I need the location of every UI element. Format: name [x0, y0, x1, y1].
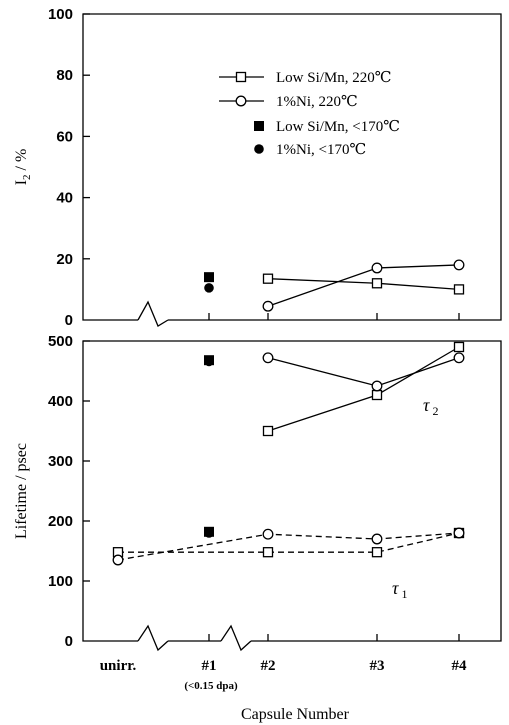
top-axis-break — [137, 300, 169, 327]
top-ytick-label: 20 — [56, 251, 73, 268]
top-y-ticks: 0 20 40 60 80 100 — [48, 6, 90, 329]
legend-label: 1%Ni, <170℃ — [276, 142, 366, 158]
top-ytick-label: 0 — [65, 312, 73, 329]
bottom-point-square-open — [262, 547, 274, 558]
top-point-square-filled — [204, 272, 214, 283]
bottom-axis-break-1 — [137, 624, 169, 652]
legend-label: 1%Ni, 220℃ — [276, 94, 358, 110]
legend-entry-low-simn-170: Low Si/Mn, <170℃ — [254, 119, 400, 135]
bottom-point-square-open — [371, 389, 383, 401]
x-axis-label: Capsule Number — [241, 706, 350, 723]
bottom-point-circle-open — [453, 527, 465, 539]
top-point-square-open — [453, 284, 465, 295]
bottom-axis-break-2 — [220, 624, 252, 652]
x-category-label: unirr. — [100, 658, 137, 674]
bottom-ytick-label: 500 — [48, 333, 73, 350]
bottom-y-axis-label: Lifetime / psec — [13, 443, 30, 539]
top-point-circle-open — [262, 300, 274, 312]
bottom-series-line — [118, 532, 460, 553]
top-y-axis-label-unit: / % — [13, 149, 30, 175]
top-ytick-label: 100 — [48, 6, 73, 23]
x-category-label: #1 — [202, 658, 217, 674]
annotation-tau1-sub: 1 — [401, 587, 407, 601]
x-ticks: unirr. #1 #2 #3 #4 — [100, 313, 467, 674]
x-category-note: (<0.15 dpa) — [184, 680, 238, 692]
bottom-point-circle-open — [262, 352, 274, 364]
top-point-square-open — [371, 278, 383, 289]
bottom-point-circle-open — [112, 554, 124, 566]
top-y-axis-label-main: I — [13, 180, 30, 185]
x-category-label: #2 — [261, 658, 276, 674]
bottom-series-line — [267, 346, 460, 432]
bottom-ytick-label: 0 — [65, 633, 73, 650]
bottom-point-circle-open — [453, 352, 465, 364]
bottom-point-circle-open — [371, 380, 383, 392]
top-ytick-label: 80 — [56, 67, 73, 84]
bottom-panel — [82, 340, 502, 642]
bottom-series-line — [267, 357, 460, 387]
top-point-square-open — [262, 273, 274, 284]
legend-label: Low Si/Mn, 220℃ — [276, 70, 392, 86]
bottom-point-circle-filled — [204, 356, 214, 367]
top-series-line — [267, 264, 460, 307]
x-category-label: #4 — [452, 658, 468, 674]
bottom-series-line — [117, 532, 460, 561]
top-y-axis-label-sub: 2 — [21, 174, 33, 180]
bottom-ytick-label: 100 — [48, 573, 73, 590]
top-panel-frame — [82, 13, 502, 321]
bottom-series — [112, 341, 465, 566]
bottom-y-ticks: 0 100 200 300 400 500 — [48, 333, 90, 650]
top-y-axis-label: I2 / % — [13, 149, 33, 186]
top-point-circle-filled — [204, 283, 214, 293]
bottom-point-circle-filled — [204, 528, 214, 538]
bottom-ytick-label: 200 — [48, 513, 73, 530]
legend-entry-1ni-220: 1%Ni, 220℃ — [219, 94, 358, 110]
bottom-ytick-label: 300 — [48, 453, 73, 470]
top-series — [204, 259, 465, 312]
bottom-point-square-open — [371, 547, 383, 558]
bottom-panel-frame — [82, 340, 502, 642]
annotation-tau2-sub: 2 — [432, 404, 438, 418]
legend: Low Si/Mn, 220℃ 1%Ni, 220℃ Low Si/Mn, <1… — [219, 70, 400, 158]
top-panel — [82, 13, 502, 321]
top-point-circle-open — [453, 259, 465, 271]
bottom-point-circle-open — [262, 528, 274, 540]
legend-entry-1ni-170: 1%Ni, <170℃ — [254, 142, 366, 158]
annotation-tau1-symbol: τ — [392, 578, 399, 598]
legend-entry-low-simn-220: Low Si/Mn, 220℃ — [219, 70, 392, 86]
bottom-point-square-open — [262, 425, 274, 437]
x-category-label: #3 — [370, 658, 385, 674]
bottom-point-circle-open — [371, 533, 383, 545]
annotation-tau2-symbol: τ — [423, 395, 430, 415]
top-ytick-label: 60 — [56, 128, 73, 145]
bottom-ytick-label: 400 — [48, 393, 73, 410]
top-ytick-label: 40 — [56, 190, 73, 207]
top-point-circle-open — [371, 262, 383, 274]
legend-label: Low Si/Mn, <170℃ — [276, 119, 400, 135]
bottom-point-square-open — [453, 341, 465, 353]
top-series-line — [267, 278, 460, 291]
